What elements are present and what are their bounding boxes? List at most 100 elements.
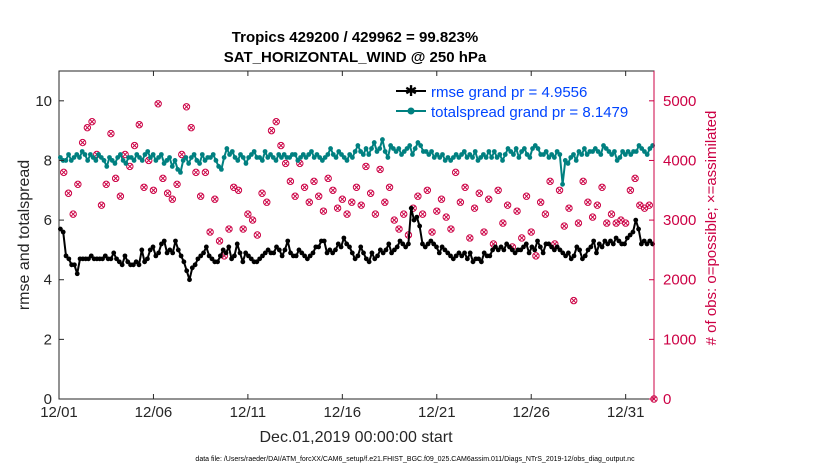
obs-count-marker — [593, 201, 602, 209]
obs-count-marker — [83, 123, 92, 132]
totalspread-point — [491, 149, 497, 154]
rmse-point — [383, 247, 389, 253]
rmse-point — [74, 271, 80, 277]
obs-count-marker — [357, 201, 365, 209]
y-axis-label: rmse and totalspread — [16, 160, 33, 310]
totalspread-point — [412, 146, 418, 151]
totalspread-point — [551, 155, 557, 160]
obs-count-marker — [466, 234, 474, 242]
rmse-point — [173, 238, 178, 244]
rmse-point — [156, 250, 162, 256]
rmse-point — [582, 253, 588, 259]
obs-count-marker — [376, 165, 384, 174]
rmse-point — [565, 250, 571, 256]
rmse-point — [417, 223, 423, 229]
y-tick-label-right: 5000 — [663, 93, 696, 110]
rmse-point — [591, 238, 597, 244]
totalspread-point — [183, 155, 189, 160]
obs-count-marker — [130, 141, 139, 150]
totalspread-point — [172, 158, 178, 163]
totalspread-point — [489, 155, 495, 160]
rmse-point — [532, 247, 538, 253]
obs-count-marker — [78, 138, 87, 147]
obs-count-marker — [116, 192, 125, 200]
obs-count-marker — [428, 228, 436, 236]
rmse-point — [175, 247, 181, 253]
obs-count-marker — [178, 150, 186, 159]
x-tick-label: 12/26 — [512, 404, 550, 421]
rmse-point — [234, 241, 240, 247]
rmse-point — [347, 244, 352, 250]
rmse-point — [358, 244, 364, 250]
rmse-point — [282, 247, 288, 253]
obs-count-marker — [291, 192, 299, 200]
obs-count-marker — [470, 204, 479, 212]
rmse-point — [610, 241, 616, 247]
rmse-point — [636, 226, 641, 232]
rmse-point — [622, 241, 627, 247]
rmse-point — [145, 256, 150, 262]
rmse-point — [161, 238, 167, 244]
obs-count-marker — [536, 198, 545, 206]
obs-count-marker — [234, 186, 243, 194]
obs-count-marker — [598, 183, 606, 191]
obs-count-marker — [447, 225, 455, 233]
y-tick-label: 4 — [44, 272, 52, 289]
rmse-point — [60, 229, 66, 235]
y-tick-label: 2 — [44, 331, 52, 348]
rmse-point — [633, 217, 639, 223]
rmse-point — [72, 262, 77, 268]
rmse-point — [577, 247, 583, 253]
totalspread-point — [101, 158, 107, 163]
totalspread-point — [150, 152, 156, 157]
totalspread-point — [85, 158, 91, 163]
totalspread-point — [366, 152, 372, 157]
obs-count-marker — [107, 129, 115, 138]
totalspread-point — [93, 158, 99, 163]
obs-count-marker — [225, 225, 233, 233]
totalspread-point — [344, 158, 350, 163]
totalspread-point — [470, 155, 475, 160]
totalspread-point — [355, 143, 361, 148]
rmse-point — [462, 250, 467, 256]
totalspread-point — [197, 161, 202, 166]
totalspread-point — [213, 158, 219, 163]
obs-count-marker — [400, 210, 408, 218]
rmse-point — [594, 250, 599, 256]
rmse-point — [285, 238, 291, 244]
rmse-point — [276, 247, 282, 253]
totalspread-point — [429, 149, 434, 154]
x-tick-label: 12/06 — [135, 404, 173, 421]
obs-count-marker — [149, 186, 158, 194]
obs-count-marker — [631, 174, 639, 183]
obs-count-marker — [579, 177, 587, 186]
totalspread-point — [407, 143, 413, 148]
rmse-point — [316, 244, 322, 250]
rmse-point — [535, 238, 540, 244]
x-tick-label: 12/11 — [230, 404, 266, 421]
totalspread-point — [240, 155, 246, 160]
rmse-point — [170, 250, 176, 256]
obs-count-marker — [300, 183, 309, 191]
rmse-point — [150, 244, 156, 250]
rmse-point — [139, 247, 145, 253]
y-tick-label-right: 1000 — [663, 331, 696, 348]
totalspread-point — [262, 149, 268, 154]
rmse-point — [375, 253, 380, 259]
totalspread-point — [461, 149, 467, 154]
obs-count-marker — [494, 186, 502, 194]
obs-count-marker — [565, 204, 573, 212]
obs-count-marker — [385, 183, 394, 191]
obs-count-marker — [88, 117, 96, 126]
totalspread-point — [486, 149, 492, 154]
rmse-point — [232, 253, 237, 259]
totalspread-point — [380, 137, 385, 142]
y-axis-right: 0 1000 2000 3000 4000 5000 — [649, 71, 696, 408]
x-tick-label: 12/01 — [40, 404, 78, 421]
obs-count-marker — [366, 189, 375, 197]
y-axis-label-right: # of obs: o=possible; ×=assimilated — [703, 111, 720, 346]
totalspread-point — [210, 152, 216, 157]
rmse-point — [526, 250, 532, 256]
totalspread-point — [309, 149, 314, 154]
totalspread-point — [633, 149, 639, 154]
